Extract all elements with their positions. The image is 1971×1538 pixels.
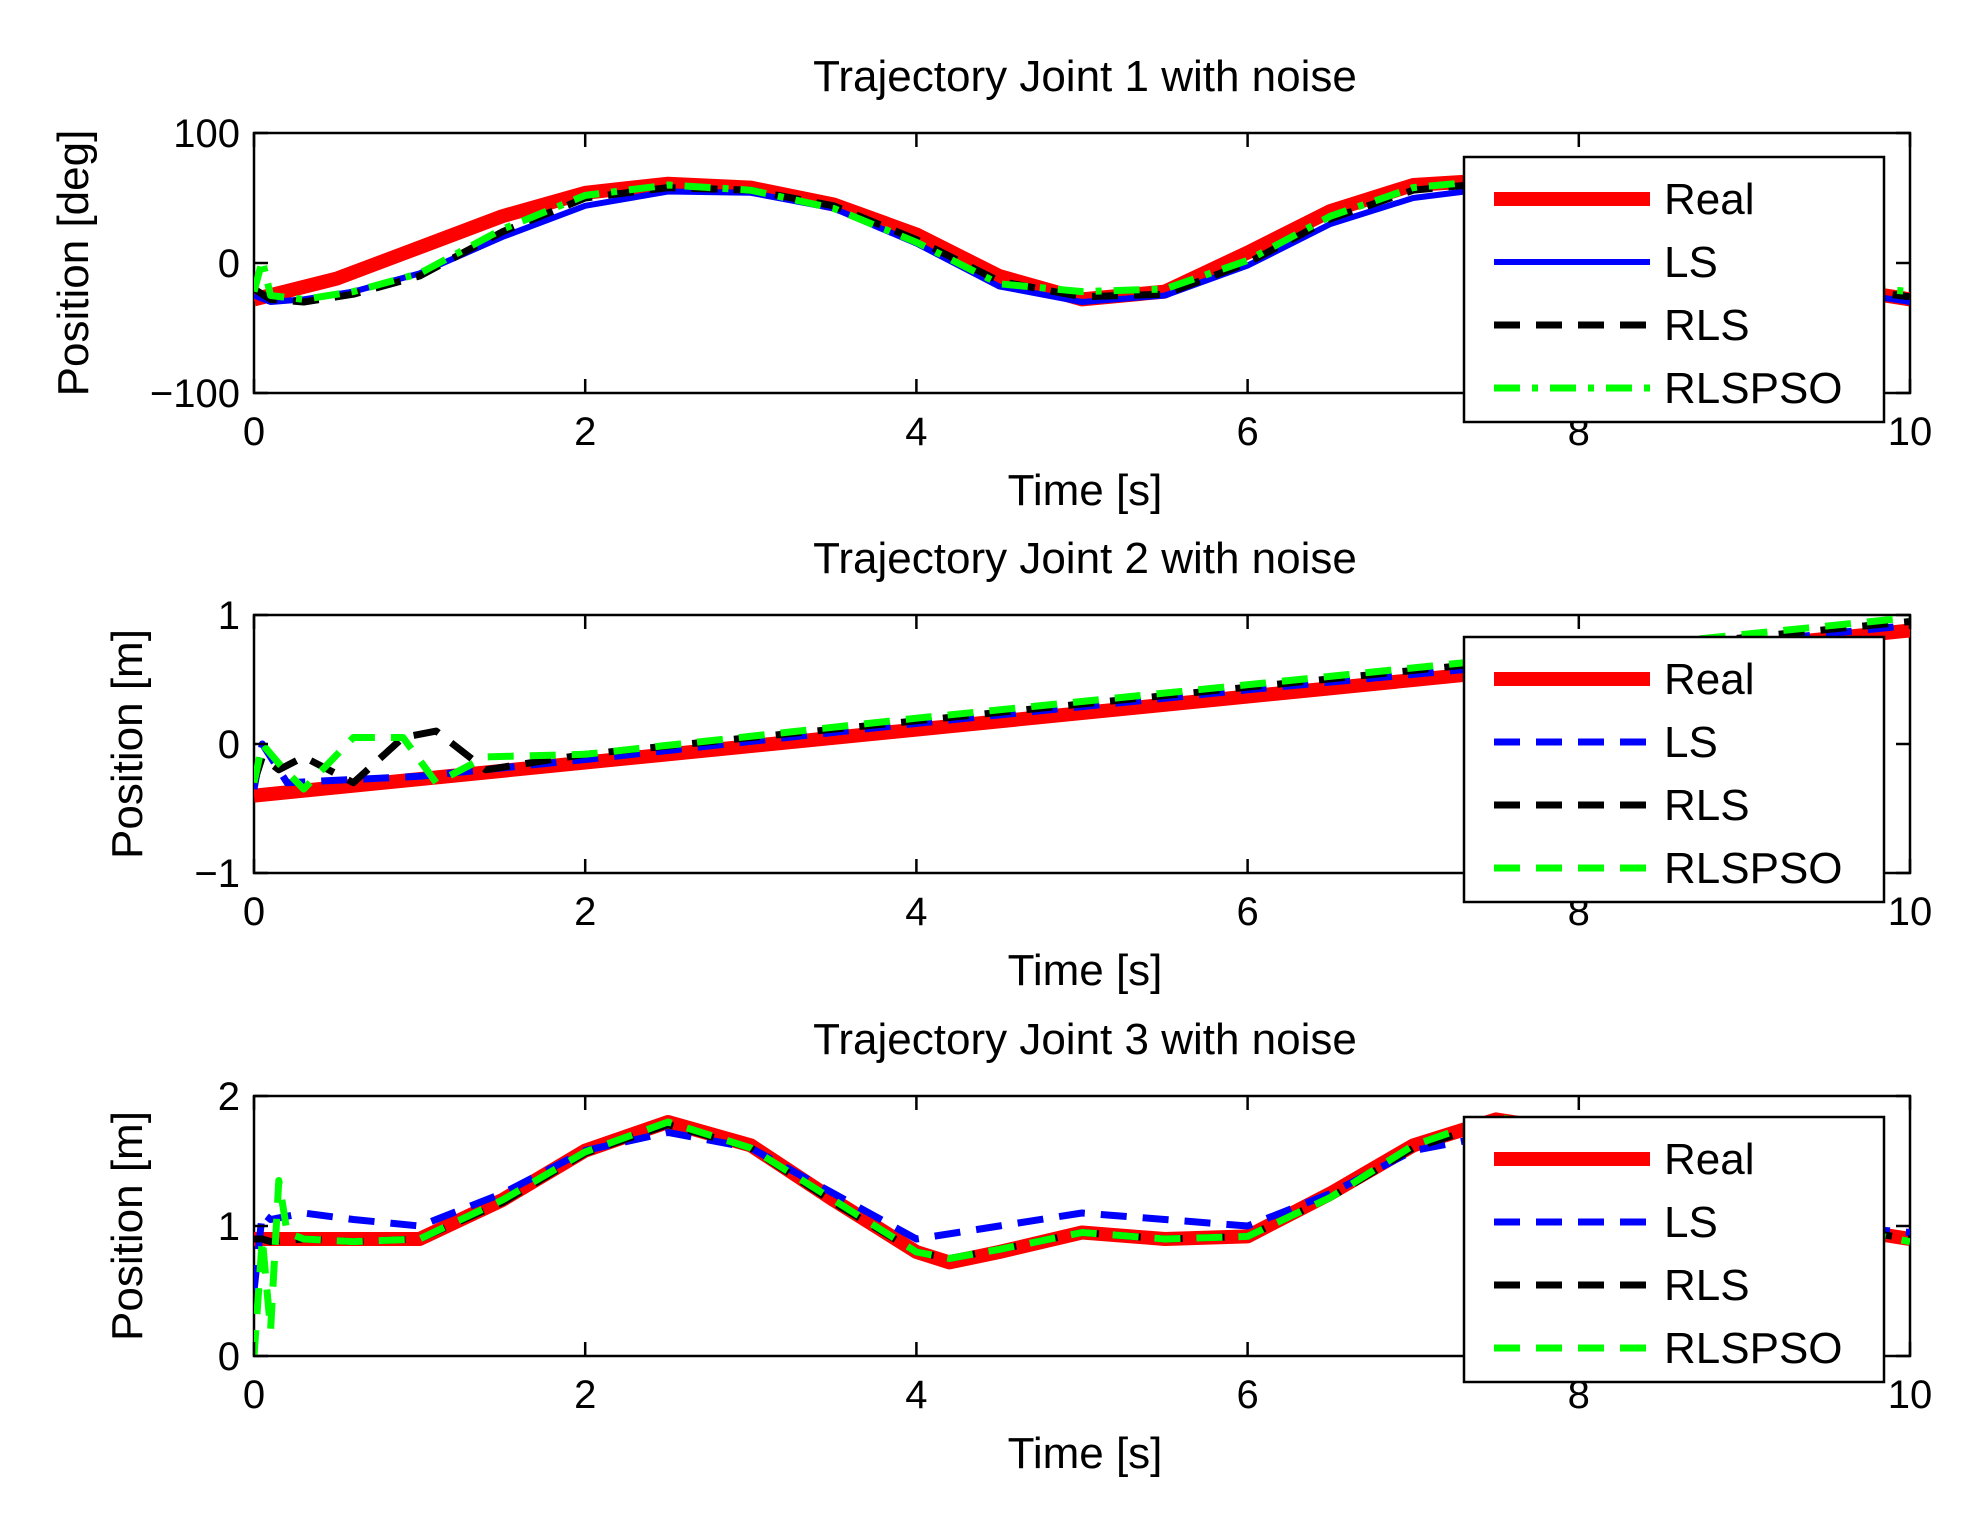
x-tick-label: 2 [574,410,596,454]
legend-label-real: Real [1664,175,1755,224]
subplot-3: 0 2 4 6 8 10 0 1 2 Trajectory Joint 3 with noise T… [103,1015,1932,1478]
legend-label-ls: LS [1664,1198,1718,1247]
legend-label-rls: RLS [1664,1261,1750,1310]
x-tick-label: 6 [1236,410,1258,454]
x-tick-label: 4 [905,1373,927,1417]
y-tick-label: −100 [150,372,240,416]
legend-label-rlspso: RLSPSO [1664,1324,1843,1373]
y-tick-label: 100 [173,112,240,156]
legend-label-real: Real [1664,655,1755,704]
y-tick-label: 0 [218,1335,240,1379]
y-tick-label: 1 [218,594,240,638]
x-tick-label: 2 [574,890,596,934]
legend-label-real: Real [1664,1135,1755,1184]
x-axis-label: Time [s] [1008,1429,1163,1478]
x-tick-label: 4 [905,890,927,934]
x-axis-label: Time [s] [1008,466,1163,515]
legend-label-rlspso: RLSPSO [1664,364,1843,413]
y-tick-label: 1 [218,1205,240,1249]
legend-label-rlspso: RLSPSO [1664,844,1843,893]
x-tick-label: 10 [1888,1373,1933,1417]
legend-label-ls: LS [1664,718,1718,767]
y-axis-label: Position [m] [103,629,152,859]
legend-label-ls: LS [1664,238,1718,287]
legend: Real LS RLS RLSPSO [1462,155,1886,424]
y-tick-label: −1 [194,852,240,896]
x-axis-label: Time [s] [1008,946,1163,995]
series-line-rls [254,178,1910,306]
x-tick-label: 0 [243,890,265,934]
x-tick-label: 10 [1888,890,1933,934]
y-tick-label: 0 [218,723,240,767]
legend: Real LS RLS RLSPSO [1462,1115,1886,1384]
x-tick-label: 10 [1888,410,1933,454]
legend-label-rls: RLS [1664,301,1750,350]
x-tick-label: 6 [1236,1373,1258,1417]
x-tick-label: 8 [1568,1373,1590,1417]
legend-label-rls: RLS [1664,781,1750,830]
legend: Real LS RLS RLSPSO [1462,635,1886,904]
x-tick-label: 0 [243,410,265,454]
y-tick-label: 0 [218,242,240,286]
x-tick-label: 4 [905,410,927,454]
series-line-rlspso [254,176,1910,303]
y-axis-label: Position [deg] [49,130,98,397]
x-tick-label: 0 [243,1373,265,1417]
y-tick-label: 2 [218,1075,240,1119]
x-tick-label: 6 [1236,890,1258,934]
chart-title: Trajectory Joint 2 with noise [813,534,1357,583]
y-axis-label: Position [m] [103,1111,152,1341]
chart-title: Trajectory Joint 1 with noise [813,52,1357,101]
chart-title: Trajectory Joint 3 with noise [813,1015,1357,1064]
x-tick-label: 2 [574,1373,596,1417]
series-line-rlspso [254,615,1910,793]
